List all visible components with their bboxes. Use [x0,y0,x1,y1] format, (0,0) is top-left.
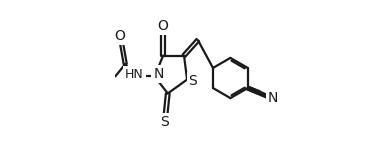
Text: N: N [153,67,164,81]
Text: N: N [268,91,278,105]
Text: O: O [158,19,169,33]
Text: S: S [189,74,198,88]
Text: S: S [160,115,169,129]
Text: O: O [114,29,125,43]
Text: HN: HN [125,68,144,81]
